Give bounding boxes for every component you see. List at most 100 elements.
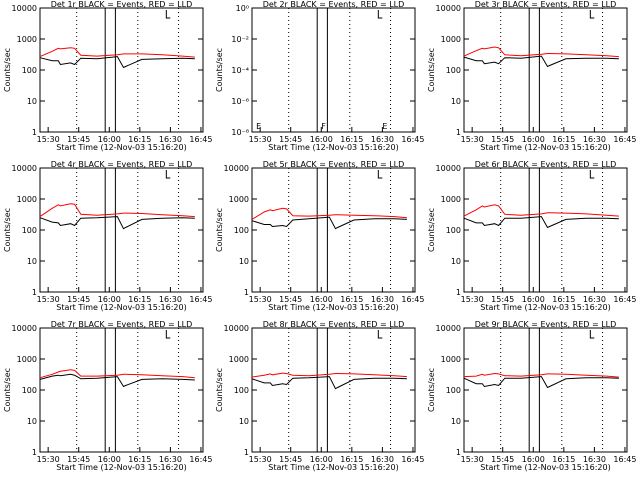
plot-frame bbox=[463, 7, 628, 133]
y-axis-label: Counts/sec bbox=[427, 208, 436, 252]
x-axis-label: Start Time (12-Nov-03 15:16:20) bbox=[268, 463, 398, 472]
x-tick-label: 15:45 bbox=[67, 135, 90, 144]
x-tick-label: 16:45 bbox=[189, 135, 212, 144]
chart-panel-2: Det 2r BLACK = Events, RED = LLD Counts/s… bbox=[215, 0, 424, 152]
x-tick-label: 15:45 bbox=[67, 455, 90, 464]
events-series-line bbox=[39, 373, 195, 388]
attenuator-interval bbox=[528, 167, 540, 293]
x-tick-label: 16:15 bbox=[340, 135, 363, 144]
x-tick-label: 16:30 bbox=[159, 295, 182, 304]
y-tick-label: 100 bbox=[234, 386, 249, 395]
x-tick-label: 16:30 bbox=[371, 295, 394, 304]
y-tick-label: 10 bbox=[239, 417, 249, 426]
y-tick-label: 10000 bbox=[436, 164, 461, 173]
y-tick-label: 1000 bbox=[17, 35, 37, 44]
y-tick-label: 10000 bbox=[436, 324, 461, 333]
events-series-line bbox=[463, 216, 619, 229]
flag-marker bbox=[589, 330, 595, 339]
plot-frame bbox=[39, 167, 204, 293]
y-tick-label: 1000 bbox=[229, 195, 249, 204]
annotation-letter: F bbox=[321, 122, 326, 131]
y-axis-label: Counts/sec bbox=[427, 48, 436, 92]
chart-title: Det 8r BLACK = Events, RED = LLD bbox=[263, 320, 405, 329]
x-axis-label: Start Time (12-Nov-03 15:16:20) bbox=[56, 303, 186, 312]
events-series-line bbox=[251, 216, 407, 230]
y-tick-label: 10 bbox=[239, 257, 249, 266]
lld-series-line bbox=[39, 369, 195, 379]
y-axis-label: Counts/sec bbox=[215, 48, 224, 92]
x-tick-label: 15:30 bbox=[249, 135, 272, 144]
plot-frame bbox=[39, 7, 204, 133]
x-tick-label: 15:45 bbox=[67, 295, 90, 304]
x-tick-label: 16:30 bbox=[583, 295, 606, 304]
chart-title: Det 7r BLACK = Events, RED = LLD bbox=[51, 320, 193, 329]
y-tick-label: 10⁻⁸ bbox=[231, 128, 249, 137]
events-series-line bbox=[39, 56, 195, 69]
y-tick-label: 100 bbox=[446, 66, 461, 75]
x-tick-label: 16:30 bbox=[371, 135, 394, 144]
x-tick-label: 16:15 bbox=[128, 135, 151, 144]
x-tick-label: 16:15 bbox=[128, 295, 151, 304]
events-series-line bbox=[251, 376, 407, 390]
y-tick-label: 1000 bbox=[441, 355, 461, 364]
y-tick-label: 10000 bbox=[224, 164, 249, 173]
y-tick-label: 10⁻⁶ bbox=[231, 97, 249, 106]
plot-frame bbox=[39, 327, 204, 453]
chart-title: Det 4r BLACK = Events, RED = LLD bbox=[51, 160, 193, 169]
x-tick-label: 16:00 bbox=[522, 295, 545, 304]
attenuator-interval bbox=[528, 327, 540, 453]
x-axis-label: Start Time (12-Nov-03 15:16:20) bbox=[480, 143, 610, 152]
attenuator-interval bbox=[316, 167, 328, 293]
x-tick-label: 16:00 bbox=[522, 455, 545, 464]
x-tick-label: 15:45 bbox=[279, 135, 302, 144]
flag-marker bbox=[377, 10, 383, 19]
x-tick-label: 15:30 bbox=[37, 455, 60, 464]
x-tick-label: 16:15 bbox=[340, 295, 363, 304]
x-tick-label: 16:00 bbox=[98, 295, 121, 304]
y-tick-label: 1000 bbox=[441, 195, 461, 204]
x-tick-label: 16:00 bbox=[98, 135, 121, 144]
lld-series-line bbox=[463, 46, 619, 58]
y-tick-label: 10 bbox=[451, 257, 461, 266]
plot-frame bbox=[251, 167, 416, 293]
chart-title: Det 5r BLACK = Events, RED = LLD bbox=[263, 160, 405, 169]
x-tick-label: 16:00 bbox=[98, 455, 121, 464]
y-axis-label: Counts/sec bbox=[3, 368, 12, 412]
x-tick-label: 15:30 bbox=[37, 135, 60, 144]
y-tick-label: 10 bbox=[27, 257, 37, 266]
y-tick-label: 1000 bbox=[17, 355, 37, 364]
x-tick-label: 16:45 bbox=[613, 455, 636, 464]
chart-title: Det 6r BLACK = Events, RED = LLD bbox=[475, 160, 617, 169]
attenuator-interval bbox=[104, 167, 116, 293]
y-tick-label: 1 bbox=[456, 288, 461, 297]
x-tick-label: 15:45 bbox=[491, 135, 514, 144]
chart-panel-4: Det 4r BLACK = Events, RED = LLD Counts/s… bbox=[3, 160, 212, 312]
x-tick-label: 15:30 bbox=[37, 295, 60, 304]
x-tick-label: 16:15 bbox=[552, 135, 575, 144]
chart-panel-6: Det 6r BLACK = Events, RED = LLD Counts/s… bbox=[427, 160, 636, 312]
attenuator-interval bbox=[316, 327, 328, 453]
chart-title: Det 3r BLACK = Events, RED = LLD bbox=[475, 0, 617, 9]
y-tick-label: 1000 bbox=[441, 35, 461, 44]
y-axis-label: Counts/sec bbox=[427, 368, 436, 412]
x-axis-label: Start Time (12-Nov-03 15:16:20) bbox=[480, 303, 610, 312]
x-tick-label: 16:30 bbox=[159, 455, 182, 464]
x-tick-label: 16:00 bbox=[522, 135, 545, 144]
y-tick-label: 1 bbox=[32, 448, 37, 457]
plot-frame bbox=[463, 327, 628, 453]
y-tick-label: 10000 bbox=[12, 4, 37, 13]
chart-panel-1: Det 1r BLACK = Events, RED = LLD Counts/s… bbox=[3, 0, 212, 152]
plot-frame bbox=[463, 167, 628, 293]
flag-marker bbox=[377, 330, 383, 339]
flag-marker bbox=[165, 10, 171, 19]
flag-marker bbox=[589, 170, 595, 179]
x-tick-label: 16:45 bbox=[401, 135, 424, 144]
x-tick-label: 15:30 bbox=[249, 295, 272, 304]
chart-title: Det 1r BLACK = Events, RED = LLD bbox=[51, 0, 193, 9]
chart-panel-3: Det 3r BLACK = Events, RED = LLD Counts/s… bbox=[427, 0, 636, 152]
plot-frame bbox=[251, 327, 416, 453]
y-tick-label: 100 bbox=[446, 386, 461, 395]
chart-title: Det 9r BLACK = Events, RED = LLD bbox=[475, 320, 617, 329]
x-tick-label: 16:00 bbox=[310, 455, 333, 464]
